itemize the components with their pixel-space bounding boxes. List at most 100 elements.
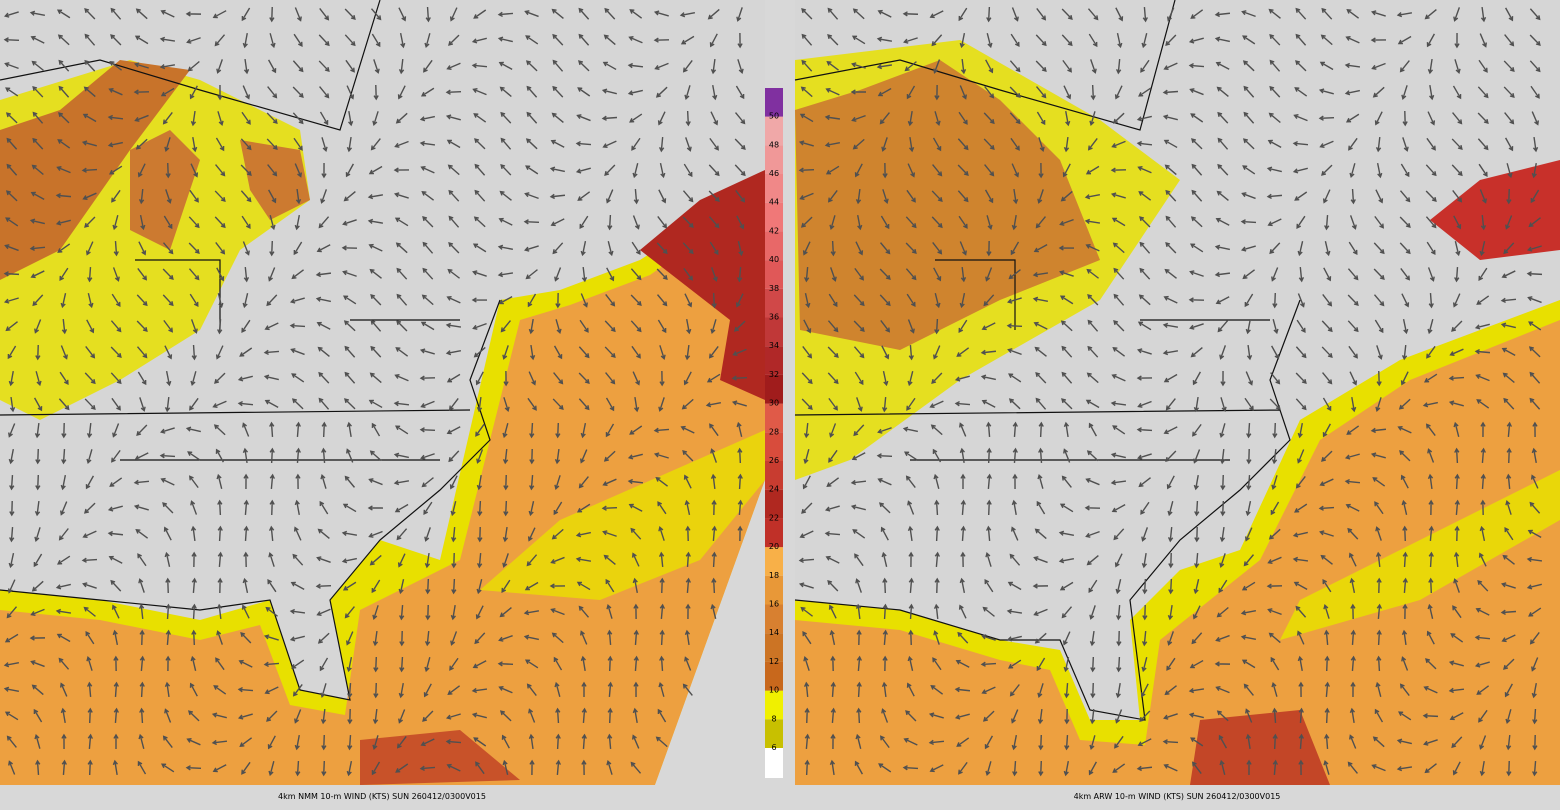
wind-arrow <box>933 267 942 282</box>
wind-arrow <box>1298 266 1305 283</box>
wind-arrow <box>658 397 665 412</box>
wind-arrow <box>241 604 250 619</box>
wind-arrow <box>163 526 172 541</box>
wind-arrow <box>604 7 616 20</box>
wind-arrow <box>1529 397 1541 410</box>
wind-arrow <box>1012 188 1019 205</box>
wind-arrow <box>1295 398 1307 411</box>
wind-arrow <box>1219 759 1226 775</box>
wind-arrow <box>242 32 248 49</box>
wind-arrow <box>1216 190 1229 201</box>
wind-arrow <box>1219 526 1226 543</box>
wind-arrow <box>344 398 356 410</box>
wind-arrow <box>606 267 615 282</box>
wind-arrow <box>1059 503 1074 513</box>
wind-arrow <box>1324 733 1330 750</box>
wind-arrow <box>1454 447 1460 464</box>
wind-arrow <box>1448 660 1464 667</box>
wind-arrow <box>5 190 18 202</box>
wind-arrow <box>657 319 667 334</box>
wind-arrow <box>83 502 96 514</box>
wind-arrow <box>682 59 693 73</box>
wind-arrow <box>1087 319 1099 332</box>
wind-arrow <box>980 374 996 381</box>
wind-arrow <box>1059 295 1074 305</box>
wind-arrow <box>1454 59 1461 75</box>
wind-arrow <box>529 422 535 439</box>
wind-arrow <box>1452 112 1463 125</box>
wind-arrow <box>579 319 589 333</box>
wind-arrow <box>1422 401 1438 408</box>
wind-arrow <box>189 293 199 308</box>
wind-arrow <box>502 345 509 360</box>
wind-arrow <box>502 759 509 775</box>
wind-arrow <box>933 59 941 74</box>
wind-arrow <box>162 268 174 281</box>
wind-arrow <box>527 293 537 308</box>
wind-arrow <box>553 372 564 385</box>
wind-arrow <box>830 681 836 698</box>
wind-arrow <box>580 630 588 645</box>
wind-arrow <box>1297 241 1304 257</box>
wind-arrow <box>683 474 692 489</box>
wind-arrow <box>986 473 992 490</box>
wind-arrow <box>1505 7 1514 22</box>
wind-arrow <box>829 423 837 438</box>
wind-arrow <box>1297 422 1304 439</box>
wind-arrow <box>1295 346 1307 359</box>
wind-arrow <box>1324 681 1330 698</box>
wind-arrow <box>628 36 643 44</box>
wind-arrow <box>1348 137 1358 151</box>
wind-arrow <box>1402 577 1408 594</box>
wind-arrow <box>449 657 459 671</box>
colorbar-label: 40 <box>769 255 779 264</box>
wind-arrow <box>1321 7 1333 20</box>
wind-arrow <box>1032 583 1049 589</box>
wind-arrow <box>659 345 666 360</box>
wind-arrow <box>87 293 94 309</box>
wind-arrow <box>60 707 66 724</box>
wind-arrow <box>607 629 613 646</box>
wind-arrow <box>1401 293 1410 308</box>
wind-arrow <box>1297 293 1305 308</box>
wind-arrow <box>216 267 225 282</box>
wind-arrow <box>316 321 331 330</box>
wind-arrow <box>734 164 746 177</box>
wind-arrow <box>524 659 539 669</box>
wind-arrow <box>1529 8 1541 21</box>
wind-arrow <box>1242 165 1256 175</box>
wind-arrow <box>499 607 512 618</box>
wind-arrow <box>1167 526 1174 543</box>
wind-arrow <box>317 528 330 540</box>
colorbar-label: 42 <box>769 226 779 235</box>
wind-arrow <box>269 240 275 257</box>
wind-arrow <box>372 111 379 126</box>
wind-arrow <box>1528 607 1542 617</box>
wind-arrow <box>1375 526 1382 541</box>
wind-arrow <box>932 164 943 177</box>
wind-arrow <box>1528 321 1542 331</box>
wind-arrow <box>1089 630 1096 647</box>
wind-arrow <box>1428 292 1434 309</box>
ocean-wind <box>795 320 1560 785</box>
wind-arrow <box>1402 551 1408 568</box>
wind-arrow <box>162 735 173 748</box>
wind-arrow <box>627 89 643 96</box>
wind-arrow <box>133 62 149 69</box>
wind-arrow <box>242 447 249 464</box>
wind-arrow <box>908 577 914 594</box>
wind-arrow <box>657 708 667 723</box>
wind-arrow <box>320 189 328 204</box>
wind-arrow <box>1319 140 1334 148</box>
wind-arrow <box>397 85 406 100</box>
wind-arrow <box>1136 140 1153 147</box>
wind-arrow <box>581 759 587 776</box>
wind-arrow <box>1242 35 1256 45</box>
wind-arrow <box>1110 400 1127 407</box>
wind-arrow <box>292 86 304 98</box>
wind-arrow <box>267 164 278 177</box>
wind-arrow <box>35 344 41 361</box>
wind-arrow <box>1008 398 1021 410</box>
wind-arrow <box>191 551 197 568</box>
wind-arrow <box>1193 449 1201 464</box>
